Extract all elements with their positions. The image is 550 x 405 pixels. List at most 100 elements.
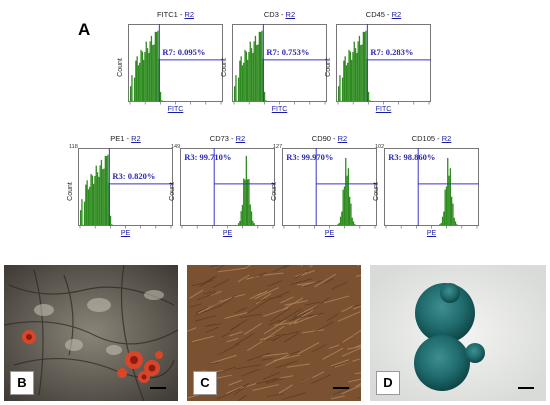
histogram-bar <box>87 189 90 225</box>
gate-link[interactable]: R2 <box>184 10 195 19</box>
histogram-bar <box>354 224 356 225</box>
histogram-bar <box>245 51 247 101</box>
y-axis-label: Count <box>270 182 278 201</box>
histogram-bar <box>245 155 247 225</box>
histogram-bar <box>80 210 82 225</box>
histogram-bar <box>349 196 351 225</box>
histogram-bar <box>104 155 106 225</box>
histogram-bar <box>358 35 361 101</box>
histogram-bar <box>367 91 370 101</box>
histogram-bar <box>149 41 151 101</box>
histogram-bar <box>157 30 159 102</box>
histogram-bar <box>86 180 88 225</box>
y-axis-max-tick: 127 <box>273 144 283 150</box>
histogram-bar <box>347 168 349 225</box>
gate-link[interactable]: R2 <box>391 10 402 19</box>
gate-link[interactable]: R2 <box>235 134 246 143</box>
gate-link[interactable]: R2 <box>131 134 141 143</box>
histogram-bar <box>440 222 442 225</box>
y-axis-label: Count <box>116 58 124 77</box>
gate-percentage-label: R7: 0.753% <box>266 47 310 58</box>
histogram-bar <box>261 30 263 102</box>
axes-frame <box>128 24 223 102</box>
histogram-bar <box>136 56 138 101</box>
histogram-bar <box>96 172 99 225</box>
histogram-bars <box>337 157 356 225</box>
histogram-bar <box>235 75 237 101</box>
histogram-bar <box>456 224 458 225</box>
histogram-title-text: CD45 - <box>365 10 392 19</box>
histogram-bar <box>257 44 259 101</box>
histogram-bar <box>452 203 454 225</box>
x-axis-label[interactable]: FITC <box>271 106 288 113</box>
histogram-bar <box>445 186 448 225</box>
x-axis-label[interactable]: PE <box>120 230 131 237</box>
histogram-title: PE1 - R2 <box>78 134 173 143</box>
gate-link[interactable]: R2 <box>337 134 348 143</box>
scale-bar-c <box>333 387 349 389</box>
histogram-bar <box>83 201 86 225</box>
histogram-plot <box>336 24 431 105</box>
histogram-bar <box>90 173 92 225</box>
x-axis-label[interactable]: FITC <box>375 106 392 113</box>
y-axis-max-tick: 149 <box>171 144 181 150</box>
histogram-bar <box>252 52 254 101</box>
histogram-bar <box>350 203 352 225</box>
histogram-bar <box>454 221 457 225</box>
histogram-bar <box>253 41 255 101</box>
gate-link[interactable]: R2 <box>285 10 296 19</box>
histogram-bar <box>239 221 241 225</box>
histogram-bar <box>364 32 366 101</box>
histogram-bar <box>234 86 236 101</box>
histogram-bar <box>109 215 112 225</box>
histogram-bar <box>361 44 363 101</box>
histogram-title-text: CD73 - <box>209 134 236 143</box>
histogram-bar <box>253 223 255 225</box>
histogram-bar <box>148 52 150 101</box>
histogram-bar <box>91 175 93 225</box>
x-axis-label[interactable]: PE <box>426 230 437 237</box>
histogram-bar <box>247 179 249 225</box>
histogram-bar <box>356 52 358 101</box>
y-axis-label: Count <box>220 58 228 77</box>
histogram-bar <box>140 49 142 101</box>
histogram-bar <box>453 217 455 225</box>
histogram-bar <box>256 45 258 101</box>
histogram-title-text: PE1 - <box>110 134 132 143</box>
gate-percentage-label: R3: 98.860% <box>388 152 436 162</box>
histogram-title: CD45 - R2 <box>336 10 431 19</box>
histogram-plot <box>128 24 223 105</box>
x-axis-label[interactable]: PE <box>222 230 233 237</box>
histogram-title: CD90 - R2 <box>282 134 377 143</box>
y-axis-label: Count <box>66 182 74 201</box>
panel-label-d: D <box>376 371 400 395</box>
histogram-bar <box>362 31 364 101</box>
histogram-bar <box>354 48 357 101</box>
panel-label-b: B <box>10 371 34 395</box>
histogram-pe1: PE1 - R2 Count 118 PE R3: 0.820% <box>67 134 173 248</box>
histogram-cd90: CD90 - R2 Count 127 PE R3: 99.970% <box>271 134 377 248</box>
histogram-bar <box>102 169 104 225</box>
histogram-bar <box>254 35 257 101</box>
histogram-plot <box>78 148 173 229</box>
histogram-bar <box>345 65 348 101</box>
histogram-bar <box>243 62 245 101</box>
histogram-bar <box>141 51 143 101</box>
histogram-bar <box>156 32 158 101</box>
x-axis-label[interactable]: PE <box>324 230 335 237</box>
histogram-bar <box>347 62 349 101</box>
photo-d-alcian-blue-pellet: D <box>370 265 546 401</box>
histogram-title: CD3 - R2 <box>232 10 327 19</box>
x-axis-label[interactable]: FITC <box>167 106 184 113</box>
histogram-bar <box>357 41 359 101</box>
axes-frame <box>232 24 327 102</box>
gate-link[interactable]: R2 <box>441 134 452 143</box>
histogram-bar <box>139 62 141 101</box>
histogram-bar <box>145 41 147 101</box>
histogram-bar <box>339 216 342 225</box>
histogram-bars <box>234 30 270 102</box>
y-axis-label: Count <box>372 182 380 201</box>
histogram-plot <box>180 148 275 229</box>
histogram-bar <box>338 86 340 101</box>
histogram-fitc1: FITC1 - R2 Count FITC R7: 0.095% <box>117 10 223 124</box>
